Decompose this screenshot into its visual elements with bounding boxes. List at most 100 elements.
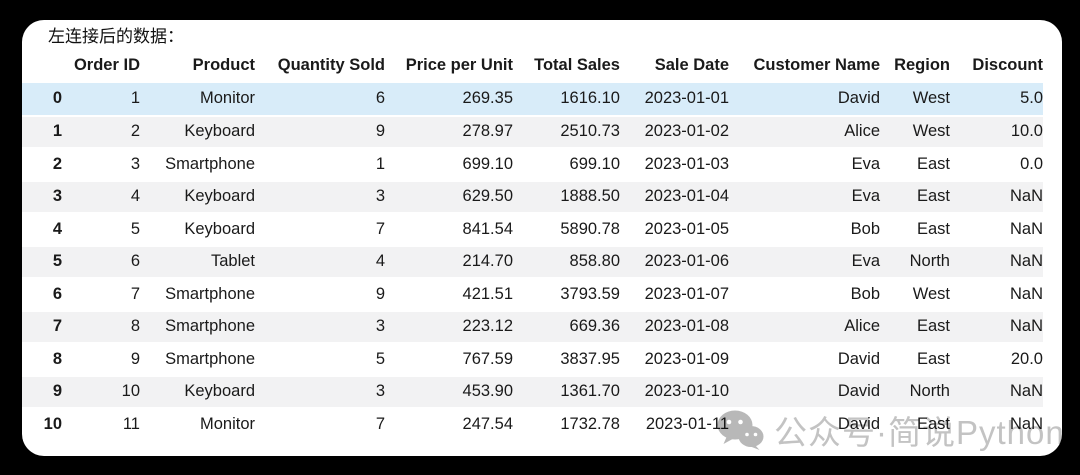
table-cell: 2023-01-09 [644, 349, 729, 368]
table-cell: 841.54 [462, 219, 513, 238]
table-cell: 278.97 [462, 122, 513, 141]
table-cell: 5.0 [1020, 89, 1043, 108]
table-cell: 20.0 [1010, 349, 1043, 368]
table-cell: 2023-01-06 [644, 252, 729, 271]
table-cell: West [912, 122, 950, 141]
table-cell: East [916, 154, 950, 173]
table-cell: 3 [375, 317, 385, 336]
table-cell: West [912, 89, 950, 108]
table-row: 0 1 Monitor 6 269.35 1616.10 2023-01-01 David We… [22, 83, 1043, 116]
table-cell: David [837, 414, 880, 433]
table-cell: 2023-01-01 [644, 89, 729, 108]
table-cell: 223.12 [462, 317, 513, 336]
table-cell: 4 [130, 187, 140, 206]
table-cell: 669.36 [569, 317, 620, 336]
table-cell: 8 [130, 317, 140, 336]
table-cell: David [837, 382, 880, 401]
table-cell: West [912, 284, 950, 303]
table-cell: 1616.10 [560, 89, 620, 108]
table-cell: Bob [850, 219, 880, 238]
table-row: 7 8 Smartphone 3 223.12 669.36 2023-01-08 Alice… [22, 310, 1043, 343]
table-row: 2 3 Smartphone 1 699.10 699.10 2023-01-03 Eva Ea… [22, 148, 1043, 181]
table-cell: David [837, 89, 880, 108]
table-cell: 0.0 [1020, 154, 1043, 173]
table-row: 10 11 Monitor 7 247.54 1732.78 2023-01-11 David… [22, 408, 1043, 441]
table-cell: Alice [844, 317, 880, 336]
table-cell: 858.80 [569, 252, 620, 271]
table-cell: 629.50 [462, 187, 513, 206]
table-cell: Tablet [210, 252, 255, 271]
row-index: 9 [52, 382, 62, 401]
table-cell: Keyboard [184, 122, 255, 141]
table-cell: 4 [375, 252, 385, 271]
table-cell: Smartphone [165, 317, 255, 336]
row-index: 2 [52, 154, 62, 173]
table-cell: 2023-01-02 [644, 122, 729, 141]
table-cell: 2023-01-11 [645, 414, 729, 433]
table-cell: 1732.78 [560, 414, 620, 433]
table-row: 5 6 Tablet 4 214.70 858.80 2023-01-06 Eva North N… [22, 245, 1043, 278]
table-cell: 2023-01-08 [644, 317, 729, 336]
table-cell: Alice [844, 122, 880, 141]
table-cell: North [909, 382, 950, 401]
table-cell: 214.70 [462, 252, 513, 271]
table-cell: Keyboard [184, 187, 255, 206]
table-cell: 453.90 [462, 382, 513, 401]
row-index: 10 [43, 414, 62, 433]
column-header: Order ID [73, 56, 140, 74]
table-cell: East [916, 414, 950, 433]
table-row: 4 5 Keyboard 7 841.54 5890.78 2023-01-05 Bob Eas… [22, 213, 1043, 246]
table-cell: Eva [851, 252, 880, 271]
table-cell: NaN [1009, 252, 1043, 271]
table-cell: 9 [130, 349, 140, 368]
column-header: Discount [972, 56, 1043, 74]
table-cell: North [909, 252, 950, 271]
table-cell: 3793.59 [560, 284, 620, 303]
table-cell: 10.0 [1010, 122, 1043, 141]
column-header: Total Sales [534, 56, 620, 74]
dataframe-card: 左连接后的数据： Order ID Product Quantity Sold Pri… [22, 20, 1062, 456]
table-cell: 767.59 [462, 349, 513, 368]
row-index: 3 [52, 187, 62, 206]
table-cell: East [916, 219, 950, 238]
row-index: 6 [52, 284, 62, 303]
table-cell: 2023-01-05 [644, 219, 729, 238]
table-cell: 2023-01-03 [644, 154, 729, 173]
row-index: 8 [52, 349, 62, 368]
table-cell: Monitor [199, 414, 255, 433]
table-cell: Monitor [199, 89, 255, 108]
column-header: Quantity Sold [277, 56, 385, 74]
table-cell: 2023-01-10 [644, 382, 729, 401]
table-cell: Keyboard [184, 382, 255, 401]
table-body: 0 1 Monitor 6 269.35 1616.10 2023-01-01 David We… [22, 83, 1043, 441]
table-cell: 2 [130, 122, 140, 141]
table-row: 9 10 Keyboard 3 453.90 1361.70 2023-01-10 David… [22, 375, 1043, 408]
table-cell: 5 [130, 219, 140, 238]
section-title: 左连接后的数据： [48, 27, 184, 46]
table-cell: East [916, 317, 950, 336]
table-cell: 7 [375, 219, 385, 238]
table-cell: Smartphone [165, 349, 255, 368]
table-cell: 7 [130, 284, 140, 303]
table-cell: NaN [1009, 219, 1043, 238]
column-header: Region [894, 56, 950, 74]
row-index: 5 [52, 252, 62, 271]
row-index: 1 [52, 122, 62, 141]
table-cell: East [916, 349, 950, 368]
table-row: 3 4 Keyboard 3 629.50 1888.50 2023-01-04 Eva Eas… [22, 180, 1043, 213]
table-cell: David [837, 349, 880, 368]
table-cell: 247.54 [462, 414, 513, 433]
column-header: Price per Unit [405, 56, 513, 74]
table-cell: Smartphone [165, 284, 255, 303]
table-cell: 7 [375, 414, 385, 433]
table-cell: 9 [375, 284, 385, 303]
table-cell: 269.35 [462, 89, 513, 108]
table-cell: Smartphone [165, 154, 255, 173]
header-row: Order ID Product Quantity Sold Price per Un… [22, 48, 1043, 83]
table-cell: 6 [375, 89, 385, 108]
table-cell: 9 [375, 122, 385, 141]
table-cell: 1361.70 [560, 382, 620, 401]
column-header: Customer Name [753, 56, 880, 74]
table-cell: East [916, 187, 950, 206]
table-cell: 421.51 [462, 284, 513, 303]
